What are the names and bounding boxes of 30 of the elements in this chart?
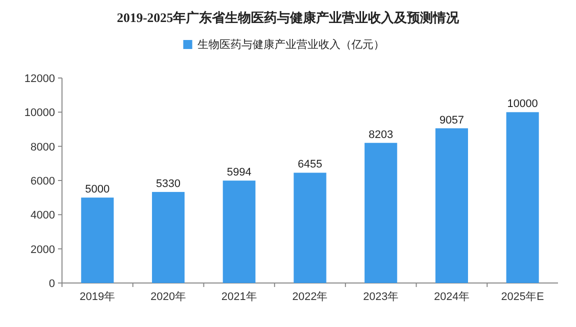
bar xyxy=(222,180,256,283)
x-tick-label: 2021年 xyxy=(221,291,257,303)
x-tick-label: 2020年 xyxy=(150,291,186,303)
y-tick-label: 2000 xyxy=(30,244,55,256)
data-label: 10000 xyxy=(507,98,538,110)
bar xyxy=(81,198,114,283)
bar xyxy=(152,192,185,283)
data-label: 8203 xyxy=(368,128,394,141)
data-label: 5330 xyxy=(156,178,181,190)
x-tick-label: 2019年 xyxy=(80,291,116,303)
bar xyxy=(435,128,468,283)
x-tick-label: 2022年 xyxy=(292,291,328,303)
chart-title: 2019-2025年广东省生物医药与健康产业营业收入及预测情况 xyxy=(116,10,460,25)
y-tick-label: 10000 xyxy=(24,107,55,120)
y-tick-label: 12000 xyxy=(24,73,55,85)
data-label: 6455 xyxy=(298,158,322,171)
bar xyxy=(506,112,539,283)
legend-label: 生物医药与健康产业营业收入（亿元） xyxy=(197,38,384,51)
y-tick-label: 6000 xyxy=(30,176,55,188)
y-tick-label: 8000 xyxy=(30,141,55,154)
x-tick-label: 2023年 xyxy=(363,291,399,303)
data-label: 9057 xyxy=(439,114,464,126)
data-label: 5000 xyxy=(85,184,110,196)
y-tick-label: 4000 xyxy=(30,210,55,222)
bar xyxy=(364,142,398,283)
data-label: 5994 xyxy=(226,166,252,179)
bar xyxy=(294,172,326,283)
y-tick-label: 0 xyxy=(48,278,55,290)
x-tick-label: 2024年 xyxy=(434,291,470,303)
x-tick-label: 2025年E xyxy=(501,291,544,303)
